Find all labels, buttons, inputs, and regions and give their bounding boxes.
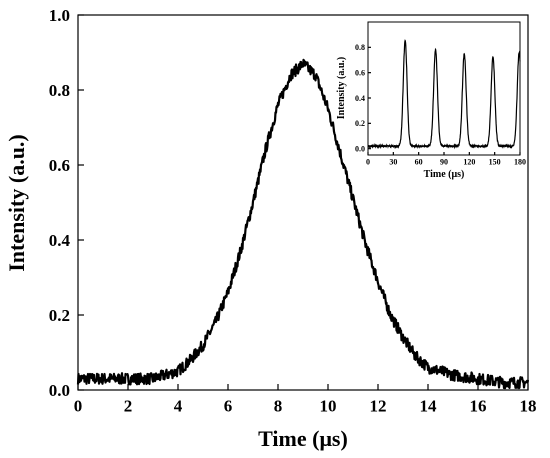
main-x-axis-title: Time (μs) (258, 426, 348, 451)
x-tick-label: 2 (124, 397, 133, 416)
x-tick-label: 120 (463, 157, 475, 166)
x-tick-label: 150 (489, 157, 501, 166)
y-tick-label: 0.6 (49, 156, 70, 175)
inset-chart: 0 30 60 90 120 150 180 0.0 0.2 0.4 0.6 0.8 Time (μ… (336, 21, 526, 180)
y-tick-label: 0.2 (355, 119, 365, 128)
main-y-ticks: 0.0 0.2 0.4 0.6 0.8 1.0 (49, 6, 84, 400)
x-tick-label: 12 (370, 397, 387, 416)
main-chart: 0 2 4 6 8 10 12 14 16 18 0.0 0.2 0.4 0.6 0.8 1.0 Time … (4, 6, 537, 451)
x-tick-label: 6 (224, 397, 233, 416)
x-tick-label: 4 (174, 397, 183, 416)
x-tick-label: 0 (74, 397, 83, 416)
inset-y-axis-title: Intensity (a.u.) (336, 57, 347, 120)
y-tick-label: 0.4 (49, 231, 71, 250)
y-tick-label: 0.6 (355, 68, 365, 77)
y-tick-label: 0.2 (49, 306, 70, 325)
x-tick-label: 180 (514, 157, 526, 166)
y-tick-label: 0.8 (49, 81, 70, 100)
x-tick-label: 60 (415, 157, 423, 166)
main-plot-area (76, 58, 530, 390)
y-tick-label: 0.0 (49, 381, 70, 400)
inset-y-ticks: 0.0 0.2 0.4 0.6 0.8 (355, 43, 371, 153)
x-tick-label: 8 (274, 397, 283, 416)
x-tick-label: 90 (440, 157, 448, 166)
y-tick-label: 1.0 (49, 6, 70, 25)
x-tick-label: 18 (520, 397, 537, 416)
y-tick-label: 0.8 (355, 43, 365, 52)
x-tick-label: 0 (366, 157, 370, 166)
y-tick-label: 0.4 (355, 94, 365, 103)
x-tick-label: 10 (320, 397, 337, 416)
main-series-line (76, 58, 530, 390)
inset-x-ticks: 0 30 60 90 120 150 180 (366, 152, 526, 166)
inset-x-axis-title: Time (μs) (424, 169, 465, 180)
inset-plot-area (367, 39, 521, 150)
x-tick-label: 30 (389, 157, 397, 166)
y-tick-label: 0.0 (355, 144, 365, 153)
main-y-axis-title: Intensity (a.u.) (4, 134, 29, 272)
x-tick-label: 16 (470, 397, 487, 416)
x-tick-label: 14 (420, 397, 438, 416)
main-plot-frame (77, 14, 529, 391)
main-x-ticks: 0 2 4 6 8 10 12 14 16 18 (74, 384, 537, 416)
inset-series-line (367, 39, 521, 150)
